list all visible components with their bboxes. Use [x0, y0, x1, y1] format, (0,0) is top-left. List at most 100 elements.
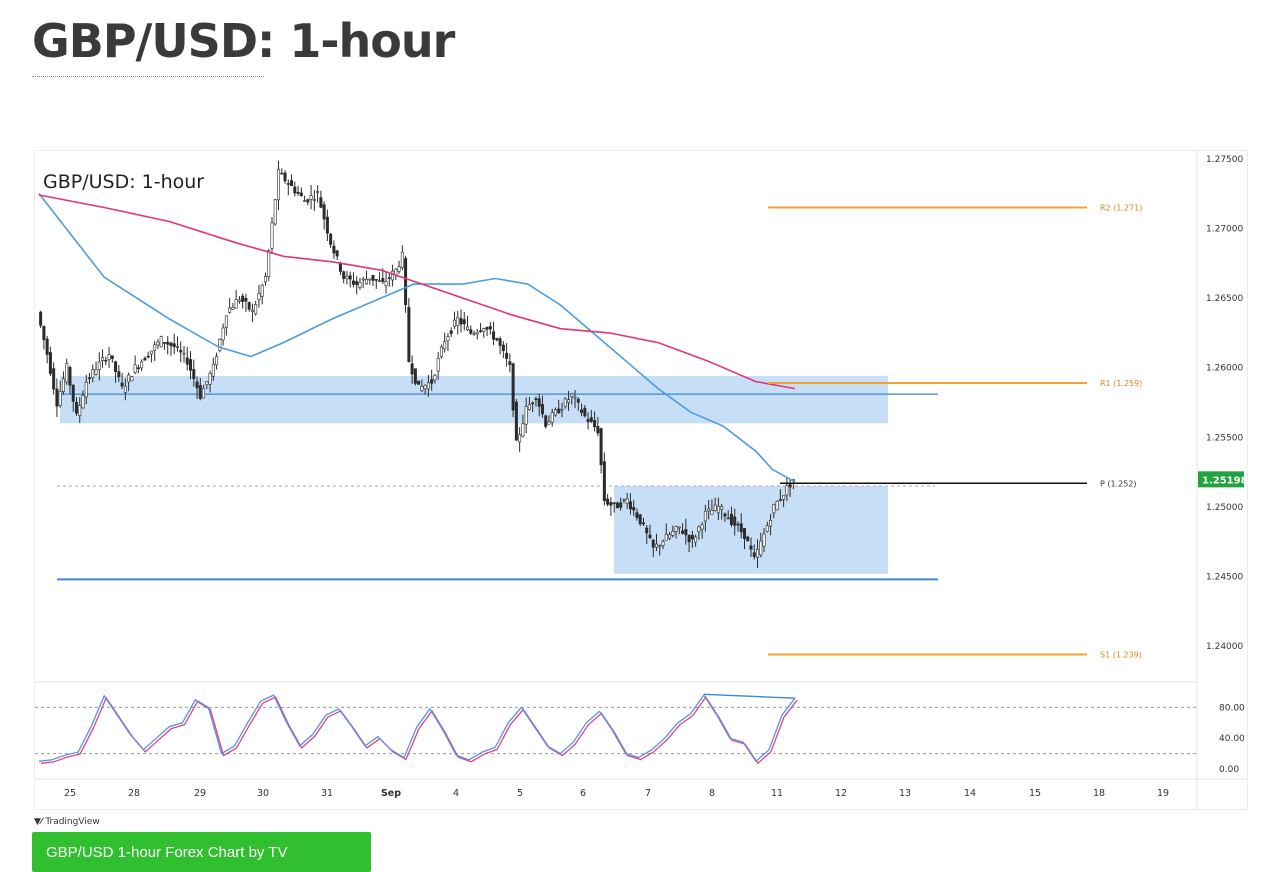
title-underline — [32, 76, 264, 79]
chart-source-button[interactable]: GBP/USD 1-hour Forex Chart by TV — [32, 832, 371, 872]
chart-container[interactable]: GBP/USD: 1-hour R2 (1.271) R1 (1.259) P (1… — [34, 150, 1248, 810]
candle-body — [580, 409, 584, 413]
time-tick-label: 29 — [194, 788, 206, 799]
candle-body — [172, 343, 176, 348]
candle-body — [156, 341, 160, 346]
candle-body — [319, 197, 323, 208]
candle-body — [45, 338, 49, 355]
candle-body — [364, 278, 368, 285]
candle-body — [684, 529, 688, 536]
stoch-divergence-line — [703, 693, 796, 699]
candle-body — [576, 398, 580, 403]
candle-body — [759, 540, 763, 556]
candle-body — [452, 319, 456, 327]
candle-body — [192, 369, 196, 379]
candle-body — [769, 519, 773, 527]
candle-body — [635, 512, 639, 519]
candle-body — [247, 302, 251, 310]
candle-body — [179, 349, 183, 353]
candle-body — [257, 293, 261, 301]
candle-body — [316, 191, 320, 193]
candle-body — [436, 358, 440, 372]
stoch-tick-label: 40.00 — [1219, 734, 1245, 744]
candle-body — [351, 280, 355, 285]
candle-body — [612, 502, 616, 504]
candle-body — [527, 404, 531, 410]
candle-body — [286, 183, 290, 185]
candle-body — [78, 405, 82, 416]
candle-body — [270, 222, 274, 249]
candle-body — [655, 543, 659, 548]
candle-body — [537, 398, 541, 407]
candle-body — [117, 371, 121, 378]
stoch-d-line — [40, 695, 798, 765]
candle-body — [521, 423, 525, 437]
candle-body — [299, 192, 303, 197]
candle-body — [742, 528, 746, 539]
candle-body — [746, 536, 750, 542]
candle-body — [456, 316, 460, 326]
candle-body — [423, 384, 427, 390]
candle-body — [469, 329, 473, 334]
candle-body — [544, 415, 548, 427]
candle-body — [140, 361, 144, 369]
candle-body — [508, 361, 512, 365]
pivot-label: S1 (1.239) — [1100, 651, 1142, 660]
candle-body — [202, 388, 206, 399]
candle-body — [263, 275, 267, 283]
candle-body — [407, 307, 411, 362]
candle-body — [71, 384, 75, 402]
candle-body — [505, 352, 509, 359]
candle-body — [293, 186, 297, 194]
candle-body — [570, 393, 574, 397]
candle-body — [127, 374, 131, 383]
candle-body — [104, 359, 108, 362]
tradingview-logo: ▼⁄ TradingView — [34, 817, 100, 827]
candle-body — [250, 309, 254, 312]
pivot-label: P (1.252) — [1100, 479, 1137, 488]
price-tick-label: 1.26500 — [1206, 294, 1243, 304]
candle-body — [39, 311, 43, 326]
candle-body — [720, 506, 724, 510]
candle-body — [619, 502, 623, 508]
candle-body — [413, 368, 417, 384]
time-tick-label: 15 — [1029, 788, 1041, 799]
candle-body — [723, 513, 727, 517]
candle-body — [586, 419, 590, 422]
candle-body — [280, 172, 284, 175]
candle-body — [788, 484, 792, 488]
candle-body — [462, 319, 466, 325]
candle-body — [466, 326, 470, 331]
candle-body — [325, 216, 329, 234]
candle-body — [215, 356, 219, 366]
candle-body — [205, 381, 209, 386]
candle-body — [400, 251, 404, 268]
candle-body — [189, 359, 193, 371]
candle-body — [42, 326, 46, 341]
candle-body — [547, 421, 551, 425]
candle-body — [524, 406, 528, 425]
candle-body — [329, 233, 333, 245]
candle-body — [609, 502, 613, 506]
candle-body — [208, 373, 212, 385]
candle-body — [599, 428, 603, 466]
candle-body — [625, 498, 629, 504]
candle-body — [710, 510, 714, 515]
price-chart[interactable]: GBP/USD: 1-hour R2 (1.271) R1 (1.259) P (1… — [35, 151, 1248, 809]
candle-body — [687, 535, 691, 543]
candle-body — [697, 526, 701, 532]
candle-body — [185, 357, 189, 365]
time-tick-label: 12 — [835, 788, 847, 799]
candle-body — [426, 382, 430, 390]
candle-body — [94, 369, 98, 375]
candle-body — [387, 277, 391, 279]
candle-body — [694, 536, 698, 543]
candle-body — [420, 385, 424, 392]
candle-body — [511, 363, 515, 411]
candle-body — [775, 501, 779, 511]
candle-body — [368, 278, 372, 281]
candle-body — [449, 330, 453, 334]
candle-body — [74, 402, 78, 414]
candle-body — [55, 388, 59, 407]
candle-body — [622, 499, 626, 501]
